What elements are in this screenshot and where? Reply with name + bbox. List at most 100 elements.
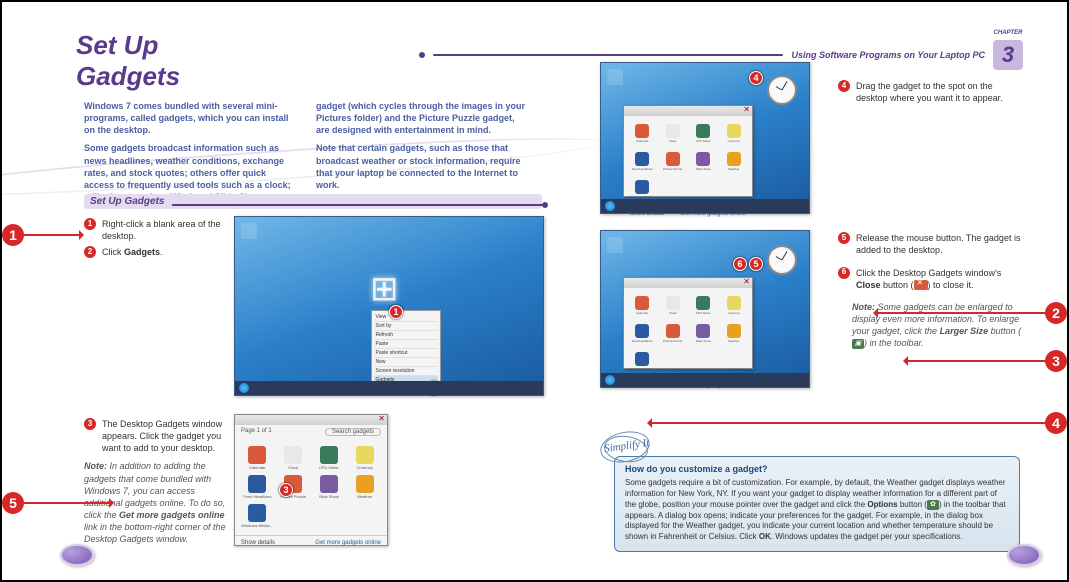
gadget-tile[interactable]: Clock [277,445,310,471]
gadget-tile[interactable]: Currency [348,445,381,471]
step-6-note: Note: Some gadgets can be enlarged to di… [838,301,1024,350]
page-title: Set Up Gadgets [76,30,180,92]
step-1-text: Right-click a blank area of the desktop. [102,218,224,242]
intro-p3: gadget (which cycles through the images … [316,100,530,136]
chapter-number: CHAPTER 3 [993,40,1023,70]
get-more-gadgets-link[interactable]: Get more gadgets online [315,540,381,546]
right-steps-column: 4 Drag the gadget to the spot on the desk… [838,80,1024,349]
gadget-tile[interactable]: Slide Show [689,148,718,174]
step-badge-5: 5 [838,232,850,244]
clock-gadget [767,75,797,105]
gadget-grid: CalendarClockCPU MeterCurrency Feed Headl… [235,439,387,535]
callout-3: 3 [279,483,293,497]
step-5-text: Release the mouse button. The gadget is … [856,232,1024,256]
close-icon [914,280,928,290]
recycle-bin-icon [241,223,257,239]
simplify-it-badge: Simplify It [598,426,654,470]
step-badge-2: 2 [84,246,96,258]
chapter-label: CHAPTER [993,30,1023,36]
tip-box: How do you customize a gadget? Some gadg… [614,456,1020,552]
step-2-text: Click Gadgets. [102,246,163,258]
show-details-link[interactable]: Show details [241,540,275,546]
title-line-1: Set Up [76,30,180,61]
decorative-oval-right [1007,544,1041,566]
gadget-tile[interactable]: Windows Media… [241,503,274,529]
section-heading-rule [172,204,544,206]
step-6-text: Click the Desktop Gadgets window's Close… [856,267,1024,291]
arrow-3 [907,360,1047,362]
tip-title: How do you customize a gadget? [625,463,1009,475]
step-3-block: 3 The Desktop Gadgets window appears. Cli… [84,418,228,545]
search-input[interactable]: Search gadgets [325,428,381,436]
gadget-tile[interactable]: Feed Headlines [628,320,657,346]
gadget-tile[interactable]: Picture Puzzle [659,148,688,174]
intro-p1: Windows 7 comes bundled with several min… [84,100,298,136]
step-badge-3: 3 [84,418,96,430]
step-badge-6: 6 [838,267,850,279]
context-menu: ViewSort byRefresh PastePaste shortcutNe… [371,310,441,390]
gadgets-header: Page 1 of 1 Search gadgets [235,425,387,439]
external-callout-4: 4 [1045,412,1067,434]
gadget-tile[interactable]: Picture Puzzle [659,320,688,346]
intro-text: Windows 7 comes bundled with several min… [84,100,530,203]
gadgets-footer: Show details Get more gadgets online [235,535,387,549]
clock-gadget [767,245,797,275]
arrow-1 [22,234,80,236]
gadget-tile[interactable]: Currency [720,292,749,318]
screenshot-drag-gadget: 4 CalendarClockCPU MeterCurrency Feed Hea… [600,62,810,214]
gadget-tile[interactable]: CPU Meter [689,292,718,318]
screenshot-gadgets-window-small: Page 1 of 1 Search gadgets CalendarClock… [234,414,388,546]
step-badge-1: 1 [84,218,96,230]
step-3-text: The Desktop Gadgets window appears. Clic… [102,418,228,454]
gadgets-window-inset-2: CalendarClockCPU MeterCurrency Feed Headl… [623,277,753,369]
arrow-5 [22,502,110,504]
gadget-tile[interactable]: Feed Headlines [628,148,657,174]
arrow-2 [877,312,1047,314]
chapter-dot [419,52,425,58]
decorative-oval-left [60,544,94,566]
screenshot-release-gadget: 5 6 CalendarClockCPU MeterCurrency Feed H… [600,230,810,388]
external-callout-3: 3 [1045,350,1067,372]
title-line-2: Gadgets [76,61,180,92]
chapter-heading: Using Software Programs on Your Laptop P… [791,50,985,60]
arrow-4 [651,422,1047,424]
step-1-2-block: 1 Right-click a blank area of the desktop… [84,218,224,258]
recycle-bin-icon [607,69,623,85]
gadget-tile[interactable]: Currency [720,120,749,146]
gadget-tile[interactable]: Calendar [241,445,274,471]
section-heading: Set Up Gadgets [84,194,542,209]
tip-body: Some gadgets require a bit of customizat… [625,478,1009,543]
callout-6: 6 [733,257,747,271]
page-frame: Set Up Gadgets Using Software Programs o… [0,0,1069,582]
gadget-tile[interactable]: Calendar [628,120,657,146]
step-badge-4: 4 [838,80,850,92]
screenshot-desktop-context-menu: ViewSort byRefresh PastePaste shortcutNe… [234,216,544,396]
gadget-tile[interactable]: Weather [720,320,749,346]
external-callout-2: 2 [1045,302,1067,324]
larger-size-icon: ▣ [852,339,864,349]
external-callout-5: 5 [2,492,24,514]
intro-p4: Note that certain gadgets, such as those… [316,142,530,191]
gadget-tile[interactable]: Calendar [628,292,657,318]
callout-1: 1 [389,305,403,319]
step-4-text: Drag the gadget to the spot on the deskt… [856,80,1024,104]
options-icon: ✿ [927,500,939,510]
callout-4: 4 [749,71,763,85]
gadgets-window-inset-1: CalendarClockCPU MeterCurrency Feed Headl… [623,105,753,197]
windows-logo-icon [370,269,408,307]
window-titlebar [235,415,387,425]
gadget-tile[interactable]: Clock [659,292,688,318]
recycle-bin-icon [607,237,623,253]
gadget-tile[interactable]: Windows Media… [628,348,657,374]
gadget-tile[interactable]: Clock [659,120,688,146]
gadget-tile[interactable]: Slide Show [313,474,346,500]
gadget-tile[interactable]: CPU Meter [689,120,718,146]
gadget-tile[interactable]: Weather [720,148,749,174]
external-callout-1: 1 [2,224,24,246]
chapter-line [433,54,783,56]
gadget-tile[interactable]: Weather [348,474,381,500]
gadget-tile[interactable]: Feed Headlines [241,474,274,500]
callout-5: 5 [749,257,763,271]
gadget-tile[interactable]: CPU Meter [313,445,346,471]
gadget-tile[interactable]: Slide Show [689,320,718,346]
